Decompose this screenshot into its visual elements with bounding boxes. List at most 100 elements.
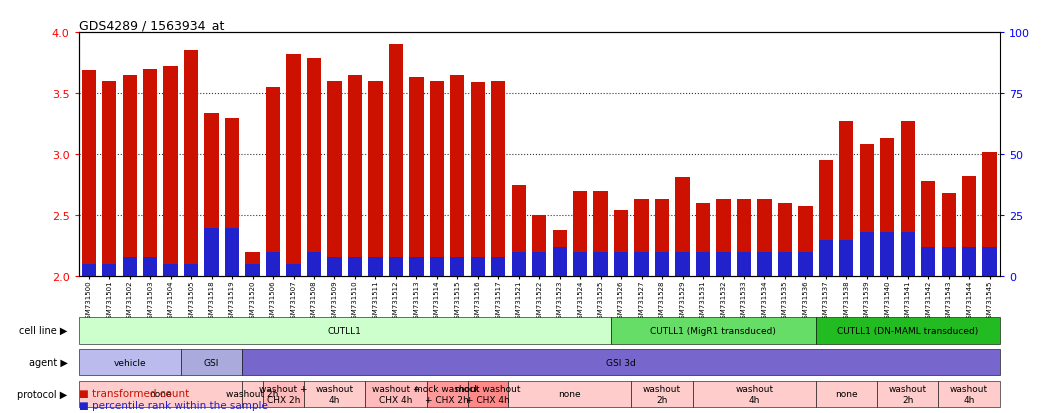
Bar [388,45,403,277]
Bar [328,257,341,277]
Bar [696,252,710,277]
Bar [307,252,321,277]
Bar [184,264,198,277]
Bar [634,200,649,277]
Text: vehicle: vehicle [113,358,146,367]
Bar [79,381,242,407]
Bar [181,349,242,375]
Bar [610,317,816,344]
Bar [266,252,281,277]
Text: protocol ▶: protocol ▶ [17,389,67,399]
Bar [860,145,874,277]
Text: ■ transformed count: ■ transformed count [79,388,188,398]
Bar [553,230,566,277]
Bar [491,82,506,277]
Text: mock washout
+ CHX 4h: mock washout + CHX 4h [455,385,520,404]
Bar [532,216,547,277]
Bar [962,177,977,277]
Bar [634,252,649,277]
Bar [79,317,610,344]
Bar [757,200,772,277]
Bar [798,252,812,277]
Text: washout
2h: washout 2h [643,385,682,404]
Text: CUTLL1 (MigR1 transduced): CUTLL1 (MigR1 transduced) [650,326,776,335]
Bar [816,381,877,407]
Bar [982,247,997,277]
Text: washout
2h: washout 2h [889,385,927,404]
Text: mock washout
+ CHX 2h: mock washout + CHX 2h [415,385,480,404]
Text: washout
4h: washout 4h [950,385,988,404]
Bar [122,76,137,277]
Bar [263,381,304,407]
Bar [450,76,465,277]
Bar [409,78,424,277]
Bar [594,252,608,277]
Bar [245,264,260,277]
Bar [266,88,281,277]
Bar [696,204,710,277]
Bar [693,381,816,407]
Bar [204,228,219,277]
Bar [839,122,853,277]
Text: washout 2h: washout 2h [226,389,279,399]
Bar [204,114,219,277]
Bar [328,82,341,277]
Bar [163,67,178,277]
Bar [778,204,793,277]
Bar [409,257,424,277]
Bar [82,71,96,277]
Bar [921,182,935,277]
Bar [304,381,365,407]
Bar [675,178,690,277]
Bar [941,247,956,277]
Text: GSI 3d: GSI 3d [606,358,636,367]
Text: CUTLL1 (DN-MAML transduced): CUTLL1 (DN-MAML transduced) [838,326,978,335]
Bar [737,252,751,277]
Bar [675,252,690,277]
Bar [716,200,731,277]
Text: washout
4h: washout 4h [735,385,774,404]
Bar [348,257,362,277]
Bar [348,76,362,277]
Bar [921,247,935,277]
Bar [819,240,833,277]
Bar [369,257,382,277]
Text: CUTLL1: CUTLL1 [328,326,361,335]
Text: agent ▶: agent ▶ [28,357,67,367]
Bar [82,264,96,277]
Bar [798,206,812,277]
Bar [286,264,300,277]
Bar [881,233,894,277]
Bar [242,349,1000,375]
Bar [143,257,157,277]
Bar [450,257,465,277]
Bar [102,82,116,277]
Bar [941,194,956,277]
Bar [470,83,485,277]
Bar [225,119,240,277]
Bar [877,381,938,407]
Bar [286,55,300,277]
Bar [900,233,915,277]
Bar [900,122,915,277]
Bar [365,381,426,407]
Bar [245,252,260,277]
Bar [509,381,631,407]
Bar [388,257,403,277]
Text: washout
4h: washout 4h [315,385,354,404]
Bar [102,264,116,277]
Bar [470,257,485,277]
Text: ■ percentile rank within the sample: ■ percentile rank within the sample [79,400,267,410]
Bar [631,381,693,407]
Bar [819,161,833,277]
Bar [573,191,587,277]
Text: none: none [559,389,581,399]
Text: cell line ▶: cell line ▶ [19,325,67,335]
Bar [122,257,137,277]
Bar [163,264,178,277]
Bar [982,152,997,277]
Bar [614,252,628,277]
Bar [654,200,669,277]
Bar [860,233,874,277]
Bar [143,69,157,277]
